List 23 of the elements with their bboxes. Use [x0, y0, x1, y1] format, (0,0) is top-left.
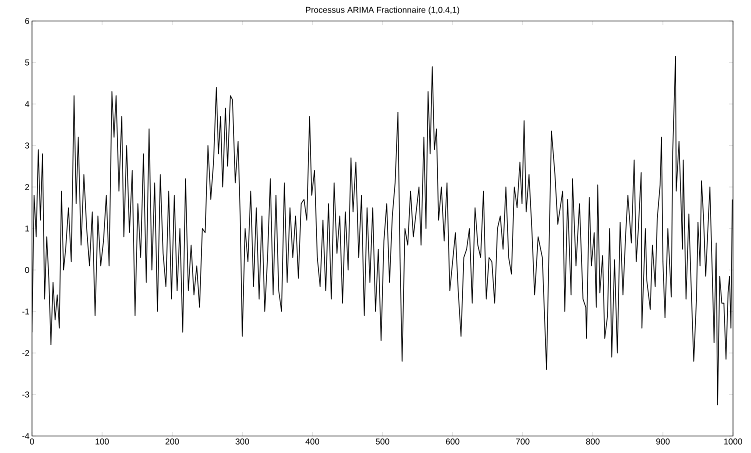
x-tick-label: 300	[236, 438, 250, 445]
y-tick-label: 1	[25, 226, 30, 232]
y-tick-label: 6	[25, 18, 30, 24]
y-tick-label: 3	[25, 142, 30, 148]
x-tick-label: 1000	[724, 438, 742, 445]
x-tick-label: 600	[446, 438, 460, 445]
y-tick-label: -4	[22, 433, 30, 439]
x-tick-label: 800	[586, 438, 600, 445]
y-tick-label: 5	[25, 60, 30, 66]
x-tick-label: 500	[376, 438, 390, 445]
x-tick-label: 900	[656, 438, 670, 445]
y-tick-label: 4	[24, 101, 30, 107]
x-tick-label: 400	[306, 438, 320, 445]
chart-title: Processus ARIMA Fractionnaire (1,0.4,1)	[306, 6, 460, 14]
y-tick-label: -2	[22, 350, 30, 356]
x-tick-label: 200	[166, 438, 179, 445]
y-tick-label: 2	[25, 184, 30, 190]
y-tick-label: -3	[22, 392, 30, 398]
x-tick-label: 700	[516, 438, 530, 445]
x-tick-label: 100	[96, 438, 109, 445]
y-tick-label: -1	[22, 308, 30, 314]
x-tick-label: 0	[30, 438, 34, 445]
y-tick-label: 0	[25, 267, 30, 273]
